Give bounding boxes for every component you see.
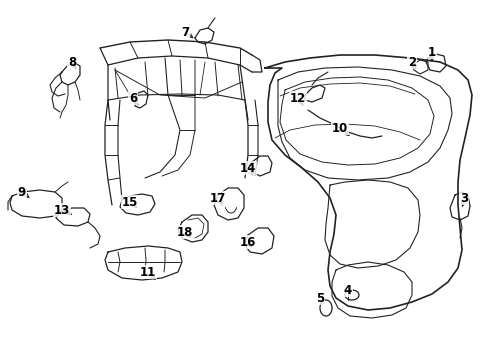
Text: 15: 15 <box>122 195 138 208</box>
Text: 2: 2 <box>407 55 415 68</box>
Text: 4: 4 <box>343 284 351 297</box>
Text: 13: 13 <box>54 203 70 216</box>
Text: 10: 10 <box>331 122 347 135</box>
Text: 8: 8 <box>68 55 76 68</box>
Text: 7: 7 <box>181 26 189 39</box>
Text: 18: 18 <box>177 225 193 238</box>
Text: 16: 16 <box>239 235 256 248</box>
Text: 9: 9 <box>18 185 26 198</box>
Text: 17: 17 <box>209 192 225 204</box>
Text: 6: 6 <box>129 91 137 104</box>
Text: 11: 11 <box>140 266 156 279</box>
Text: 12: 12 <box>289 91 305 104</box>
Text: 3: 3 <box>459 192 467 204</box>
Text: 14: 14 <box>239 162 256 175</box>
Text: 5: 5 <box>315 292 324 305</box>
Text: 1: 1 <box>427 45 435 58</box>
